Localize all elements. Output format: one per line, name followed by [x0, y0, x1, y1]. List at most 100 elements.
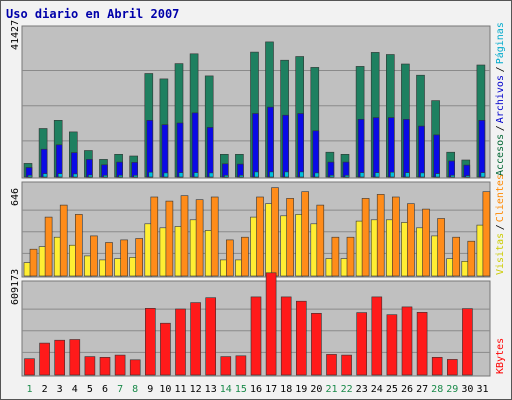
bar-hits-páginas-day-5	[88, 174, 93, 178]
bar-hits-páginas-day-27	[420, 172, 425, 178]
bar-hits-páginas-day-23	[359, 172, 365, 178]
bar-kbytes-kbytes-day-24	[371, 296, 383, 376]
bar-hits-archivos-day-10	[161, 124, 169, 178]
bar-kbytes-kbytes-day-5	[84, 356, 96, 376]
bar-kbytes-kbytes-day-16	[250, 296, 262, 376]
bar-hits-páginas-day-4	[73, 173, 78, 178]
bar-hits-archivos-day-17	[267, 106, 274, 178]
bar-hits-archivos-day-3	[55, 144, 63, 178]
bar-visits-clientes-day-18	[286, 198, 294, 277]
bar-hits-archivos-day-21	[327, 161, 335, 178]
bar-visits-clientes-day-27	[422, 208, 430, 277]
bar-hits-páginas-day-2	[42, 173, 48, 178]
day-label-8: 8	[132, 384, 138, 395]
day-label-13: 13	[205, 384, 217, 395]
bar-visits-clientes-day-21	[331, 236, 340, 277]
bar-visits-clientes-day-31	[482, 191, 491, 277]
bar-visits-clientes-day-12	[195, 199, 204, 277]
day-label-17: 17	[265, 384, 277, 395]
day-label-12: 12	[190, 384, 202, 395]
day-label-1: 1	[26, 384, 32, 395]
legend-hits-1: /	[495, 125, 506, 131]
bar-hits-páginas-day-19	[299, 171, 305, 178]
bar-hits-archivos-day-5	[86, 159, 93, 178]
day-label-19: 19	[295, 384, 307, 395]
legend-hits-4: Páginas	[494, 22, 506, 64]
day-label-22: 22	[341, 384, 353, 395]
bar-hits-páginas-day-9	[148, 171, 154, 178]
bar-hits-archivos-day-31	[478, 120, 486, 178]
bar-kbytes-kbytes-day-3	[54, 339, 66, 376]
day-label-18: 18	[280, 384, 292, 395]
bar-hits-páginas-day-6	[103, 175, 108, 178]
bar-kbytes-kbytes-day-15	[235, 355, 247, 376]
legend-visits-2: Clientes	[495, 174, 506, 222]
day-label-6: 6	[102, 384, 108, 395]
bar-visits-clientes-day-14	[226, 239, 234, 277]
bar-hits-páginas-day-29	[450, 175, 456, 178]
bar-hits-páginas-day-31	[480, 172, 486, 178]
legend-kbytes-0: KBytes	[495, 338, 506, 374]
day-label-27: 27	[416, 384, 428, 395]
bar-kbytes-kbytes-day-6	[99, 356, 111, 376]
panel-kbytes-legend: KBytes	[495, 338, 506, 374]
bar-hits-archivos-day-24	[372, 117, 380, 178]
bar-hits-archivos-day-16	[252, 113, 259, 178]
legend-hits-2: Archivos	[495, 75, 506, 123]
bar-visits-clientes-day-15	[241, 236, 249, 277]
bar-hits-páginas-day-13	[208, 172, 214, 178]
panel-visits-legend: Visitas / Clientes	[495, 174, 506, 275]
bar-kbytes-kbytes-day-29	[446, 359, 458, 376]
bar-kbytes-kbytes-day-13	[205, 297, 216, 376]
bar-hits-archivos-day-11	[176, 122, 184, 178]
panel-hits-legend: Accesos / Archivos / Páginas	[494, 22, 506, 176]
bar-hits-archivos-day-27	[418, 125, 425, 178]
bar-kbytes-kbytes-day-25	[386, 314, 398, 376]
bar-hits-páginas-day-30	[465, 175, 471, 178]
bar-kbytes-kbytes-day-20	[311, 312, 322, 376]
legend-hits-3: /	[495, 66, 506, 72]
day-label-31: 31	[476, 384, 488, 395]
bar-visits-clientes-day-13	[210, 196, 219, 277]
bar-hits-archivos-day-4	[71, 152, 78, 178]
bar-hits-archivos-day-12	[191, 112, 199, 178]
panel-visits-ymax-label: 646	[10, 188, 21, 206]
day-label-24: 24	[371, 384, 383, 395]
day-label-4: 4	[72, 384, 78, 395]
bar-hits-páginas-day-7	[118, 175, 123, 178]
bar-hits-páginas-day-24	[374, 172, 380, 178]
bar-kbytes-kbytes-day-26	[401, 306, 413, 376]
day-label-14: 14	[220, 384, 232, 395]
bar-kbytes-kbytes-day-10	[160, 322, 171, 376]
bar-hits-páginas-day-1	[27, 175, 33, 178]
day-label-2: 2	[42, 384, 48, 395]
bar-visits-clientes-day-17	[271, 187, 279, 277]
bar-hits-archivos-day-26	[403, 119, 410, 178]
day-label-30: 30	[461, 384, 473, 395]
day-label-28: 28	[431, 384, 443, 395]
legend-visits-1: /	[495, 224, 506, 230]
bar-hits-páginas-day-18	[284, 171, 289, 178]
chart-panels: 41427 Accesos / Archivos / Páginas 646 Visitas /…	[10, 20, 506, 377]
day-label-21: 21	[325, 384, 337, 395]
bar-visits-clientes-day-22	[346, 236, 355, 277]
bar-hits-archivos-day-18	[282, 114, 289, 178]
day-label-5: 5	[87, 384, 93, 395]
bar-visits-clientes-day-5	[90, 235, 98, 277]
bar-hits-páginas-day-15	[239, 175, 244, 178]
bar-visits-clientes-day-28	[437, 218, 445, 277]
bar-visits-clientes-day-24	[376, 194, 385, 277]
panel-hits-ymax-label: 41427	[10, 20, 21, 50]
bar-hits-archivos-day-28	[433, 134, 440, 178]
chart-title: Uso diario en Abril 2007	[6, 7, 179, 21]
bar-hits-páginas-day-26	[405, 172, 410, 178]
bar-hits-páginas-day-11	[178, 172, 184, 178]
day-label-29: 29	[446, 384, 458, 395]
bar-hits-páginas-day-28	[435, 173, 440, 178]
bar-hits-archivos-day-2	[40, 148, 48, 178]
bar-visits-clientes-day-2	[44, 216, 53, 277]
bar-visits-clientes-day-1	[29, 248, 38, 277]
bar-hits-archivos-day-8	[131, 162, 138, 178]
bar-hits-páginas-day-10	[163, 172, 169, 178]
day-label-9: 9	[147, 384, 153, 395]
